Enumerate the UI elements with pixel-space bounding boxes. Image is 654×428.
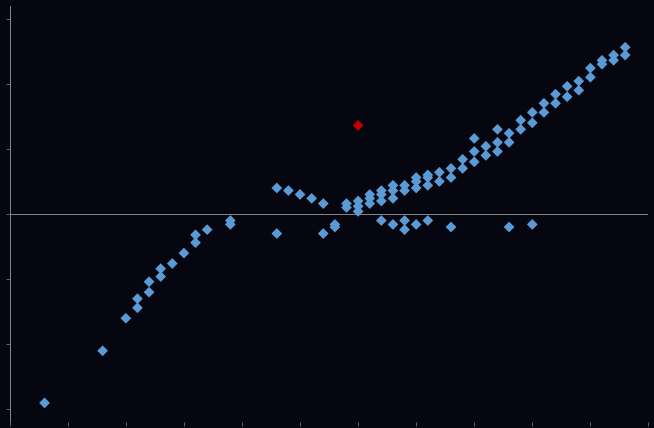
- Point: [376, 187, 387, 194]
- Point: [353, 198, 364, 205]
- Point: [527, 221, 538, 228]
- Point: [469, 135, 479, 142]
- Point: [307, 195, 317, 202]
- Point: [330, 221, 340, 228]
- Point: [179, 250, 189, 256]
- Point: [457, 165, 468, 172]
- Point: [539, 109, 549, 116]
- Point: [364, 191, 375, 198]
- Point: [132, 295, 143, 302]
- Point: [562, 93, 572, 100]
- Point: [434, 169, 445, 176]
- Point: [446, 165, 456, 172]
- Point: [225, 217, 235, 224]
- Point: [620, 44, 630, 51]
- Point: [364, 195, 375, 202]
- Point: [574, 78, 584, 85]
- Point: [190, 232, 201, 238]
- Point: [167, 260, 177, 267]
- Point: [492, 139, 503, 146]
- Point: [446, 174, 456, 181]
- Point: [353, 208, 364, 215]
- Point: [283, 187, 294, 194]
- Point: [388, 195, 398, 202]
- Point: [469, 148, 479, 155]
- Point: [457, 156, 468, 163]
- Point: [330, 223, 340, 230]
- Point: [562, 83, 572, 90]
- Point: [550, 91, 560, 98]
- Point: [132, 304, 143, 311]
- Point: [144, 278, 154, 285]
- Point: [596, 61, 607, 68]
- Point: [411, 184, 421, 191]
- Point: [515, 126, 526, 133]
- Point: [400, 182, 410, 189]
- Point: [527, 119, 538, 126]
- Point: [411, 174, 421, 181]
- Point: [434, 178, 445, 185]
- Point: [388, 187, 398, 194]
- Point: [295, 191, 305, 198]
- Point: [620, 52, 630, 59]
- Point: [422, 182, 433, 189]
- Point: [550, 100, 560, 107]
- Point: [515, 117, 526, 124]
- Point: [318, 230, 328, 237]
- Point: [388, 221, 398, 228]
- Point: [469, 158, 479, 165]
- Point: [446, 223, 456, 230]
- Point: [504, 139, 514, 146]
- Point: [190, 239, 201, 246]
- Point: [481, 143, 491, 150]
- Point: [376, 217, 387, 224]
- Point: [225, 221, 235, 228]
- Point: [271, 184, 282, 191]
- Point: [492, 126, 503, 133]
- Point: [353, 203, 364, 210]
- Point: [400, 187, 410, 194]
- Point: [411, 178, 421, 185]
- Point: [539, 100, 549, 107]
- Point: [364, 200, 375, 207]
- Point: [585, 74, 596, 80]
- Point: [144, 289, 154, 296]
- Point: [400, 226, 410, 233]
- Point: [353, 122, 364, 129]
- Point: [574, 87, 584, 94]
- Point: [422, 217, 433, 224]
- Point: [527, 109, 538, 116]
- Point: [422, 172, 433, 178]
- Point: [411, 221, 421, 228]
- Point: [376, 198, 387, 205]
- Point: [481, 152, 491, 159]
- Point: [596, 57, 607, 64]
- Point: [271, 230, 282, 237]
- Point: [156, 273, 166, 280]
- Point: [492, 148, 503, 155]
- Point: [202, 226, 213, 233]
- Point: [376, 191, 387, 198]
- Point: [608, 52, 619, 59]
- Point: [585, 65, 596, 71]
- Point: [97, 348, 108, 354]
- Point: [400, 217, 410, 224]
- Point: [341, 204, 352, 211]
- Point: [608, 57, 619, 64]
- Point: [39, 399, 50, 406]
- Point: [341, 200, 352, 207]
- Point: [318, 200, 328, 207]
- Point: [120, 315, 131, 322]
- Point: [504, 223, 514, 230]
- Point: [156, 265, 166, 272]
- Point: [388, 182, 398, 189]
- Point: [504, 130, 514, 137]
- Point: [422, 174, 433, 181]
